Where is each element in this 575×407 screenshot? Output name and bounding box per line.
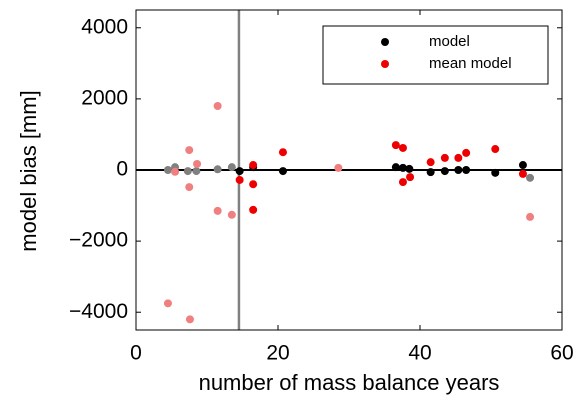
data-point: [426, 158, 435, 167]
legend-marker: [381, 38, 389, 46]
data-point: [391, 141, 400, 150]
data-point: [235, 175, 244, 184]
y-tick-label: −2000: [69, 229, 128, 252]
data-point: [440, 153, 449, 162]
data-point: [278, 148, 287, 157]
data-point: [171, 167, 180, 176]
x-axis-label: number of mass balance years: [199, 370, 500, 395]
data-point: [334, 163, 343, 172]
data-point: [185, 146, 194, 155]
data-point: [227, 210, 236, 219]
data-point: [440, 167, 449, 176]
data-point: [213, 102, 222, 110]
data-point: [249, 161, 258, 170]
data-point: [163, 299, 172, 308]
data-point: [249, 180, 258, 189]
legend-label: model: [429, 33, 470, 50]
data-point: [518, 161, 527, 170]
data-point: [192, 167, 201, 176]
data-point: [398, 178, 407, 187]
data-point: [278, 167, 287, 176]
x-tick-label: 20: [266, 342, 289, 365]
data-point: [213, 165, 222, 174]
data-point: [391, 163, 400, 172]
data-point: [163, 166, 172, 174]
legend-label: mean model: [429, 55, 512, 72]
data-point: [454, 166, 463, 174]
y-tick-label: 0: [116, 158, 128, 181]
data-point: [462, 148, 471, 157]
x-tick-label: 40: [408, 342, 431, 365]
data-point: [426, 168, 435, 177]
plot-frame: [135, 9, 563, 331]
data-point: [185, 183, 194, 192]
x-tick-label: 0: [130, 342, 142, 365]
data-point: [462, 166, 471, 174]
data-point: [491, 145, 500, 154]
x-tick-label: 60: [550, 342, 573, 365]
y-axis-label: model bias [mm]: [16, 90, 41, 251]
data-point: [406, 173, 415, 182]
data-point: [235, 167, 244, 176]
data-point: [193, 159, 202, 168]
data-point: [526, 212, 535, 221]
data-point: [405, 164, 414, 173]
data-point: [227, 163, 236, 172]
legend-box: [322, 25, 549, 85]
y-tick-label: 4000: [81, 15, 128, 38]
data-point: [526, 173, 535, 182]
data-point: [491, 168, 500, 177]
data-point: [185, 315, 194, 324]
data-point: [249, 205, 258, 214]
data-point: [518, 169, 527, 178]
data-point: [398, 163, 407, 172]
data-point: [183, 167, 192, 176]
y-tick-label: 2000: [81, 86, 128, 109]
data-point: [398, 143, 407, 152]
data-point: [454, 153, 463, 162]
data-point: [213, 206, 222, 215]
legend-marker: [381, 60, 389, 68]
y-tick-label: −4000: [69, 300, 128, 323]
